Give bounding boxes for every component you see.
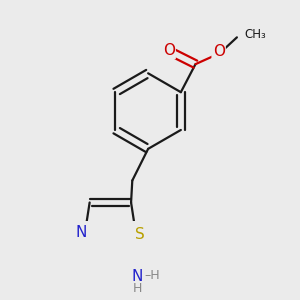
Text: N: N xyxy=(76,225,87,240)
Text: S: S xyxy=(135,227,145,242)
Text: –H: –H xyxy=(144,269,160,282)
Text: N: N xyxy=(131,269,143,284)
Text: H: H xyxy=(133,282,142,295)
Text: O: O xyxy=(213,44,225,59)
Text: CH₃: CH₃ xyxy=(245,28,266,41)
Text: O: O xyxy=(163,43,175,58)
